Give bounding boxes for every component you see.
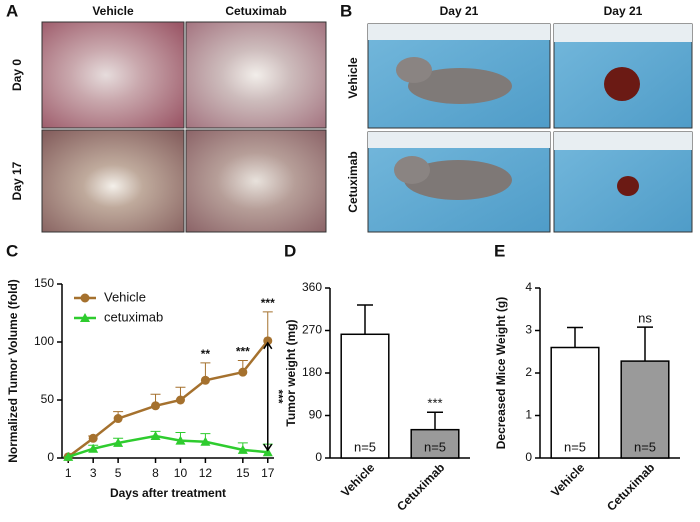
point [262, 447, 273, 457]
y-tick-label: 270 [302, 323, 322, 337]
y-tick-label: 2 [525, 365, 532, 379]
x-tick-label: 1 [65, 466, 72, 480]
point [238, 367, 248, 377]
error-bar [637, 326, 653, 362]
legend-label: Vehicle [104, 289, 146, 304]
point [175, 435, 186, 445]
x-tick-label: 12 [199, 466, 213, 480]
bar-label: n=5 [634, 439, 656, 454]
bar [410, 428, 460, 459]
x-tick-label: Cetuximab [604, 460, 657, 513]
point [63, 451, 74, 461]
y-axis-label: Decreased Mice Weight (g) [494, 297, 508, 449]
y-axis-label: Normalized Tumor Volume (fold) [6, 279, 20, 463]
panel-letter: C [6, 241, 18, 260]
x-tick-label: Vehicle [548, 460, 587, 499]
point [88, 433, 98, 443]
significance: *** [427, 396, 442, 411]
y-tick-label: 50 [41, 392, 55, 406]
row-header: Vehicle [346, 57, 360, 99]
x-tick-label: 3 [90, 466, 97, 480]
point [113, 414, 123, 424]
bar [550, 346, 600, 459]
significance: *** [261, 296, 275, 310]
column-header: Vehicle [92, 4, 134, 18]
significance: ** [201, 347, 211, 361]
point [88, 443, 99, 453]
x-tick-label: 8 [152, 466, 159, 480]
significance: ns [638, 311, 652, 326]
x-tick-label: 15 [236, 466, 250, 480]
column-header: Cetuximab [225, 4, 286, 18]
y-tick-label: 180 [302, 365, 322, 379]
x-tick-label: 5 [115, 466, 122, 480]
x-axis-label: Days after treatment [110, 486, 226, 500]
y-tick-label: 360 [302, 280, 322, 294]
y-tick-label: 3 [525, 323, 532, 337]
y-tick-label: 0 [47, 450, 54, 464]
panel-letter: D [284, 241, 296, 260]
row-header: Day 17 [10, 161, 24, 200]
y-tick-label: 100 [34, 334, 54, 348]
error-bar [427, 411, 443, 430]
comparison-label: *** [272, 390, 286, 404]
point [237, 444, 248, 454]
column-header: Day 21 [440, 4, 479, 18]
y-tick-label: 1 [525, 408, 532, 422]
error-bar [357, 304, 373, 335]
y-tick-label: 150 [34, 276, 54, 290]
x-tick-label: 10 [174, 466, 188, 480]
x-tick-label: Vehicle [338, 460, 377, 499]
point [151, 401, 161, 411]
panel-letter: A [6, 1, 18, 20]
point [175, 395, 185, 405]
photos-b [367, 23, 693, 233]
row-header: Day 0 [10, 59, 24, 91]
x-tick-label: 17 [261, 466, 275, 480]
panel-letter: B [340, 1, 352, 20]
bar [620, 360, 670, 459]
legend-marker [80, 313, 90, 322]
significance: *** [236, 345, 250, 359]
bar-label: n=5 [564, 439, 586, 454]
bar [340, 333, 390, 459]
point [113, 437, 124, 447]
y-axis-label: Tumor weight (mg) [284, 319, 298, 426]
legend-marker [80, 293, 90, 303]
error-bar [567, 326, 583, 348]
comparison-arrow [263, 341, 273, 452]
point [150, 430, 161, 440]
point [200, 436, 211, 446]
bar-label: n=5 [354, 439, 376, 454]
series-line [67, 434, 268, 459]
x-tick-label: Cetuximab [394, 460, 447, 513]
row-header: Cetuximab [346, 151, 360, 212]
photos-a [41, 21, 327, 233]
panel-letter: E [494, 241, 505, 260]
point [200, 375, 210, 385]
series-line [67, 340, 269, 458]
column-header: Day 21 [604, 4, 643, 18]
error-bar [262, 311, 273, 341]
y-tick-label: 90 [309, 408, 323, 422]
y-tick-label: 0 [525, 450, 532, 464]
point [263, 336, 273, 346]
bar-label: n=5 [424, 439, 446, 454]
y-tick-label: 4 [525, 280, 532, 294]
legend-label: cetuximab [104, 309, 163, 324]
y-tick-label: 0 [315, 450, 322, 464]
